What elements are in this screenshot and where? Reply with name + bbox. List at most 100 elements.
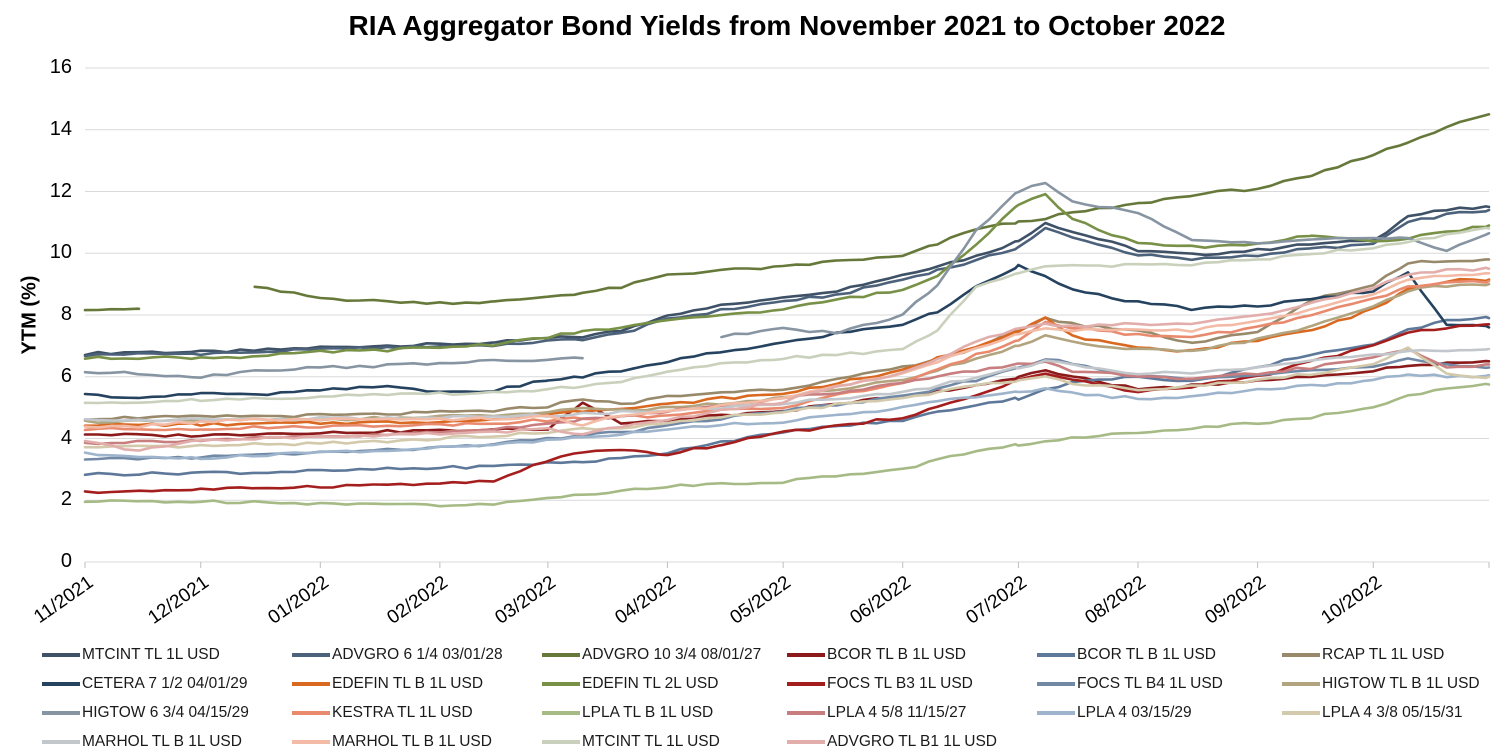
x-tick-label: 01/2022: [264, 572, 333, 629]
series-line: [83, 382, 1491, 508]
legend-item: ADVGRO 6 1/4 03/01/28: [292, 644, 542, 666]
x-tick-label: 07/2022: [962, 572, 1031, 629]
legend-item: HIGTOW 6 3/4 04/15/29: [42, 702, 292, 724]
legend-swatch: [1282, 653, 1320, 657]
series-line: [83, 208, 1491, 358]
legend-item: KESTRA TL 1L USD: [292, 702, 542, 724]
y-tick-label: 2: [60, 488, 72, 511]
legend-swatch: [42, 682, 80, 686]
legend-label: EDEFIN TL B 1L USD: [332, 675, 484, 692]
legend-label: FOCS TL B3 1L USD: [827, 675, 973, 692]
legend-label: CETERA 7 1/2 04/01/29: [82, 675, 248, 692]
legend-label: MTCINT TL 1L USD: [82, 646, 220, 663]
legend-label: FOCS TL B4 1L USD: [1077, 675, 1223, 692]
legend-swatch: [787, 653, 825, 657]
series-line: [83, 277, 1491, 428]
legend-item: EDEFIN TL 2L USD: [542, 673, 787, 695]
legend-item: ADVGRO 10 3/4 08/01/27: [542, 644, 787, 666]
y-tick-label: 4: [60, 426, 72, 449]
legend-swatch: [542, 682, 580, 686]
legend-swatch: [787, 740, 825, 744]
legend-swatch: [42, 740, 80, 744]
legend-item: MTCINT TL 1L USD: [42, 644, 292, 666]
legend-swatch: [42, 711, 80, 715]
legend-label: RCAP TL 1L USD: [1322, 646, 1445, 663]
legend-item: LPLA 4 5/8 11/15/27: [787, 702, 1037, 724]
legend-item: HIGTOW TL B 1L USD: [1282, 673, 1482, 695]
series-line: [83, 347, 1491, 423]
legend-item: ADVGRO TL B1 1L USD: [787, 731, 1037, 753]
legend-swatch: [1282, 711, 1320, 715]
legend-swatch: [292, 711, 330, 715]
x-tick-label: 03/2022: [491, 572, 560, 629]
series-line: [83, 356, 584, 380]
x-tick-label: 11/2021: [29, 572, 98, 628]
legend-item: RCAP TL 1L USD: [1282, 644, 1482, 666]
x-tick-label: 09/2022: [1201, 572, 1270, 629]
legend-label: LPLA 4 3/8 05/15/31: [1322, 704, 1463, 721]
x-tick-label: 08/2022: [1081, 572, 1151, 629]
legend-item: FOCS TL B4 1L USD: [1037, 673, 1282, 695]
legend-swatch: [42, 653, 80, 657]
legend-item: MARHOL TL B 1L USD: [42, 731, 292, 753]
legend-label: KESTRA TL 1L USD: [332, 704, 473, 721]
y-tick-label: 12: [49, 179, 72, 202]
legend-item: LPLA 4 3/8 05/15/31: [1282, 702, 1482, 724]
legend-label: LPLA 4 5/8 11/15/27: [827, 704, 967, 721]
legend-swatch: [292, 740, 330, 744]
series-line: [83, 226, 1491, 405]
legend-label: ADVGRO 10 3/4 08/01/27: [582, 646, 762, 663]
legend-label: MARHOL TL B 1L USD: [82, 733, 242, 750]
series-line: [83, 272, 1491, 429]
legend-swatch: [1037, 653, 1075, 657]
legend-swatch: [787, 682, 825, 686]
x-tick-label: 12/2021: [144, 572, 213, 629]
legend-item: MTCINT TL 1L USD: [542, 731, 787, 753]
legend-label: HIGTOW TL B 1L USD: [1322, 675, 1480, 692]
x-tick-label: 10/2022: [1317, 572, 1386, 629]
legend-label: LPLA 4 03/15/29: [1077, 704, 1192, 721]
legend-label: MARHOL TL B 1L USD: [332, 733, 492, 750]
y-tick-label: 16: [49, 56, 72, 78]
legend-label: LPLA TL B 1L USD: [582, 704, 714, 721]
legend-label: ADVGRO 6 1/4 03/01/28: [332, 646, 503, 663]
plot-svg: [83, 67, 1491, 568]
x-tick-label: 05/2022: [726, 572, 796, 629]
legend-label: BCOR TL B 1L USD: [1077, 646, 1216, 663]
legend-label: HIGTOW 6 3/4 04/15/29: [82, 704, 249, 721]
series-line: [253, 112, 1491, 306]
legend-swatch: [292, 653, 330, 657]
series-line: [83, 307, 141, 312]
legend-item: MARHOL TL B 1L USD: [292, 731, 542, 753]
legend-label: ADVGRO TL B1 1L USD: [827, 733, 997, 750]
legend-label: EDEFIN TL 2L USD: [582, 675, 719, 692]
y-tick-label: 8: [60, 303, 72, 325]
legend-swatch: [1282, 682, 1320, 686]
legend-swatch: [542, 653, 580, 657]
legend-label: BCOR TL B 1L USD: [827, 646, 966, 663]
chart-title: RIA Aggregator Bond Yields from November…: [348, 10, 1226, 41]
series-line: [83, 373, 1491, 461]
legend-swatch: [1037, 711, 1075, 715]
legend-swatch: [292, 682, 330, 686]
legend: MTCINT TL 1L USD ADVGRO 6 1/4 03/01/28 ADV…: [42, 644, 1504, 753]
legend-item: BCOR TL B 1L USD: [787, 644, 1037, 666]
series-line: [83, 258, 1491, 422]
x-tick-label: 02/2022: [383, 572, 452, 629]
legend-swatch: [1037, 682, 1075, 686]
series-line: [83, 279, 1491, 432]
legend-item: FOCS TL B3 1L USD: [787, 673, 1037, 695]
y-tick-label: 14: [49, 117, 72, 140]
legend-item: CETERA 7 1/2 04/01/29: [42, 673, 292, 695]
legend-swatch: [542, 711, 580, 715]
series-line: [83, 205, 1491, 357]
legend-swatch: [787, 711, 825, 715]
x-tick-label: 04/2022: [611, 572, 680, 629]
y-tick-label: 10: [49, 241, 72, 264]
legend-item: LPLA 4 03/15/29: [1037, 702, 1282, 724]
series-line: [83, 266, 1491, 452]
legend-item: BCOR TL B 1L USD: [1037, 644, 1282, 666]
x-tick-label: 06/2022: [846, 572, 915, 629]
y-tick-label: 0: [60, 550, 72, 572]
